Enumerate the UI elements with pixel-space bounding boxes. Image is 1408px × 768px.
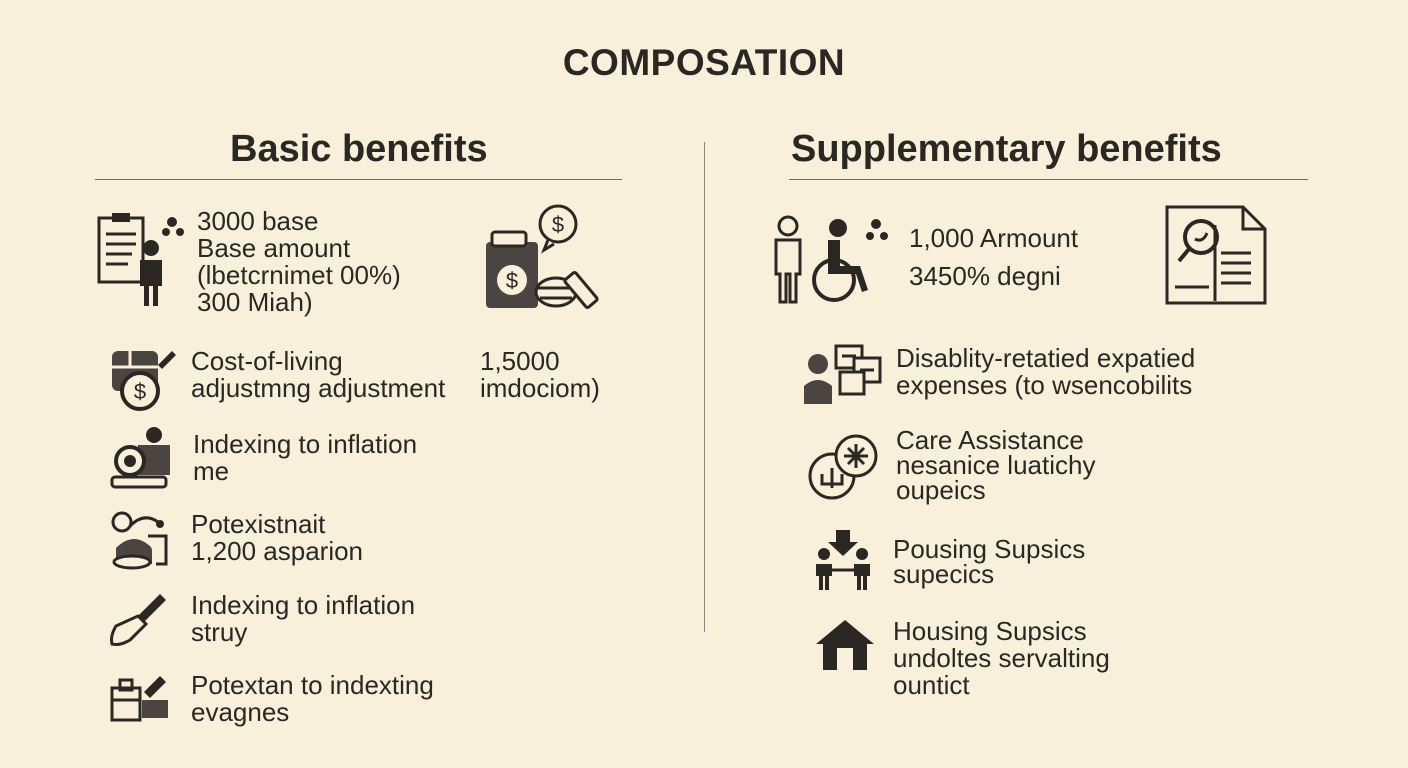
item-line: 3000 base [197,206,319,236]
item-line: expenses (to wsencobilits [896,370,1193,400]
document-magnifier-icon [1165,205,1267,305]
item-line: Base amount [197,233,351,263]
column-divider [704,142,705,632]
item-line: ountict [893,670,970,700]
item-line: Housing Supsics [893,616,1087,646]
supplementary-benefits-heading: Supplementary benefits [791,128,1222,170]
wallet-coin-icon: $ [112,351,176,411]
basic-item-potextan: Potextan to indexting evagnes [191,672,434,726]
supplementary-item-housing-supsics: Housing Supsics undoltes servalting ount… [893,618,1110,699]
people-arrow-icon [816,530,870,590]
person-chart-icon [111,511,168,570]
basic-item-indexing-struy: Indexing to inflation struy [191,592,415,646]
basic-item-potexistnait: Potexistnait 1,200 asparion [191,511,363,565]
svg-text:$: $ [552,212,564,237]
item-line: (lbetcrnimet 00%) [197,260,401,290]
item-line: 1,200 asparion [191,536,364,566]
basic-benefits-heading: Basic benefits [230,128,488,170]
person-documents-icon [804,344,882,404]
item-line: struy [191,617,248,647]
svg-text:$: $ [506,268,518,293]
item-line: Care Assistance [896,425,1084,455]
item-line: 3450% degni [909,261,1061,291]
item-line: supecics [893,559,995,589]
trowel-icon [110,594,166,646]
item-line: 300 Miah) [197,287,313,317]
basic-item-cost-of-living: Cost-of-living adjustmng adjustment [191,348,445,402]
cash-register-icon: $ $ [486,204,599,309]
item-line: undoltes servalting [893,643,1110,673]
item-line: Indexing to inflation [191,590,416,620]
item-line: evagnes [191,697,290,727]
item-line: Potexistnait [191,509,326,539]
supplementary-item-care-assistance: Care Assistance nesanice luatichy oupeic… [896,425,1096,505]
item-line: oupeics [896,475,986,505]
supplementary-item-pousing-supsics: Pousing Supsics supecics [893,534,1086,589]
person-camera-icon [110,427,170,489]
item-line: imdociom) [480,373,600,403]
document-person-icon [97,213,184,306]
basic-item-base-amount: 3000 base Base amount (lbetcrnimet 00%) … [197,208,401,316]
care-hands-icon [808,434,878,500]
item-line: 1,5000 [480,346,560,376]
house-icon [816,620,874,670]
basic-heading-rule [95,179,622,180]
page-title: COMPOSATION [562,42,846,83]
toolbox-icon [110,676,168,722]
item-line: Indexing to inflation [193,429,418,459]
item-line: nesanice luatichy [896,450,1096,480]
item-line: Potextan to indexting [191,670,434,700]
supplementary-item-amount: 1,000 Armount 3450% degni [909,219,1078,295]
item-line: Cost-of-living [191,346,343,376]
basic-side-value: 1,5000 imdociom) [480,348,600,402]
svg-text:$: $ [134,379,146,404]
item-line: Disablity-retatied expatied [896,343,1196,373]
item-line: 1,000 Armount [909,223,1079,253]
supplementary-item-disability-expenses: Disablity-retatied expatied expenses (to… [896,345,1195,399]
item-line: me [193,456,230,486]
supplementary-heading-rule [789,179,1308,180]
person-wheelchair-icon [774,215,888,304]
basic-item-indexing-inflation: Indexing to inflation me [193,431,417,485]
item-line: Pousing Supsics [893,534,1086,564]
item-line: adjustmng adjustment [191,373,446,403]
